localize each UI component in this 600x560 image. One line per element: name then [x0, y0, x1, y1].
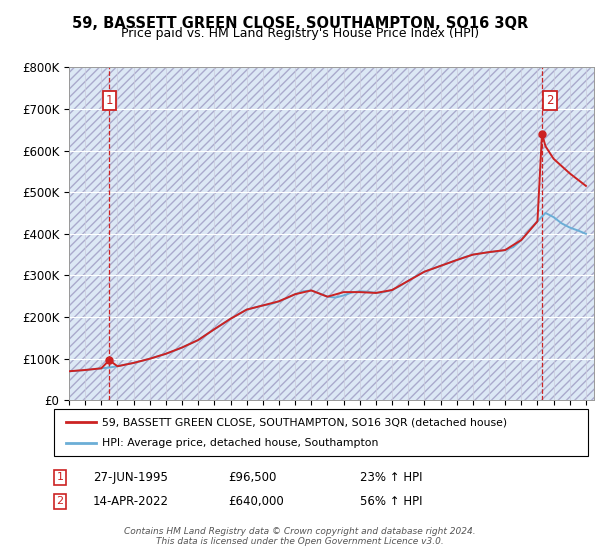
Text: 23% ↑ HPI: 23% ↑ HPI [360, 470, 422, 484]
Text: Contains HM Land Registry data © Crown copyright and database right 2024.
This d: Contains HM Land Registry data © Crown c… [124, 526, 476, 546]
Text: HPI: Average price, detached house, Southampton: HPI: Average price, detached house, Sout… [102, 438, 379, 448]
Text: Price paid vs. HM Land Registry's House Price Index (HPI): Price paid vs. HM Land Registry's House … [121, 27, 479, 40]
Text: 2: 2 [56, 496, 64, 506]
Text: 14-APR-2022: 14-APR-2022 [93, 494, 169, 508]
Text: 56% ↑ HPI: 56% ↑ HPI [360, 494, 422, 508]
Text: 1: 1 [56, 472, 64, 482]
Text: £640,000: £640,000 [228, 494, 284, 508]
Text: 1: 1 [106, 94, 113, 107]
Text: 2: 2 [547, 94, 554, 107]
Text: 27-JUN-1995: 27-JUN-1995 [93, 470, 168, 484]
Text: 59, BASSETT GREEN CLOSE, SOUTHAMPTON, SO16 3QR: 59, BASSETT GREEN CLOSE, SOUTHAMPTON, SO… [72, 16, 528, 31]
Text: 59, BASSETT GREEN CLOSE, SOUTHAMPTON, SO16 3QR (detached house): 59, BASSETT GREEN CLOSE, SOUTHAMPTON, SO… [102, 417, 507, 427]
Text: £96,500: £96,500 [228, 470, 277, 484]
